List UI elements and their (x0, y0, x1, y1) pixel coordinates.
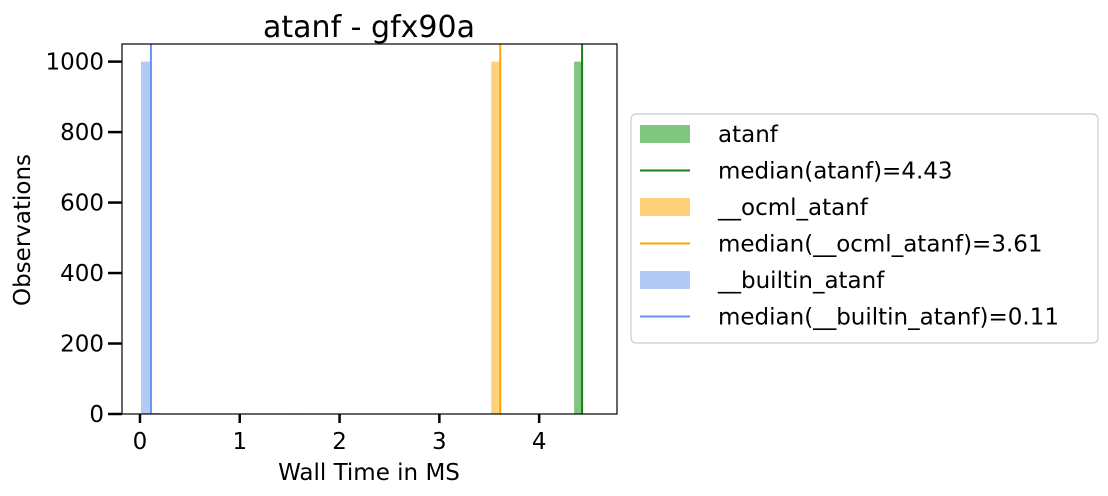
legend-swatch-__builtin_atanf (640, 271, 690, 289)
bar-__ocml_atanf-0 (491, 61, 501, 414)
x-tick-label: 0 (133, 429, 148, 455)
legend-swatch-atanf (640, 125, 690, 143)
legend-swatch-__ocml_atanf (640, 198, 690, 216)
chart-title: atanf - gfx90a (263, 10, 475, 45)
legend-box (630, 113, 1099, 344)
y-axis-label: Observations (10, 154, 36, 306)
bar-__builtin_atanf-0 (140, 61, 150, 414)
plot-frame (121, 43, 618, 415)
plot-area: 0 1 2 3 4 0 200 400 600 800 1000 (45, 43, 618, 455)
y-tick-label: 0 (89, 402, 104, 428)
legend-label-atanf: atanf (718, 122, 779, 148)
legend-median-label-atanf: median(atanf)=4.43 (718, 159, 953, 185)
legend-label-__ocml_atanf: __ocml_atanf (717, 195, 869, 221)
x-tick-label: 2 (332, 429, 347, 455)
legend-median-label-__ocml_atanf: median(__ocml_atanf)=3.61 (718, 232, 1043, 258)
legend-median-label-__builtin_atanf: median(__builtin_atanf)=0.11 (718, 305, 1059, 331)
x-tick-label: 4 (532, 429, 547, 455)
y-tick-label: 400 (60, 261, 104, 287)
x-tick-label: 1 (232, 429, 247, 455)
x-axis-label: Wall Time in MS (278, 460, 460, 486)
y-tick-label: 200 (60, 332, 104, 358)
y-tick-label: 800 (60, 120, 104, 146)
y-tick-label: 1000 (45, 50, 104, 76)
legend-label-__builtin_atanf: __builtin_atanf (717, 268, 885, 294)
bar-atanf-0 (574, 61, 584, 414)
legend: atanf median(atanf)=4.43 __ocml_atanfmedia… (630, 113, 1099, 344)
x-tick-label: 3 (432, 429, 447, 455)
y-tick-label: 600 (60, 191, 104, 217)
